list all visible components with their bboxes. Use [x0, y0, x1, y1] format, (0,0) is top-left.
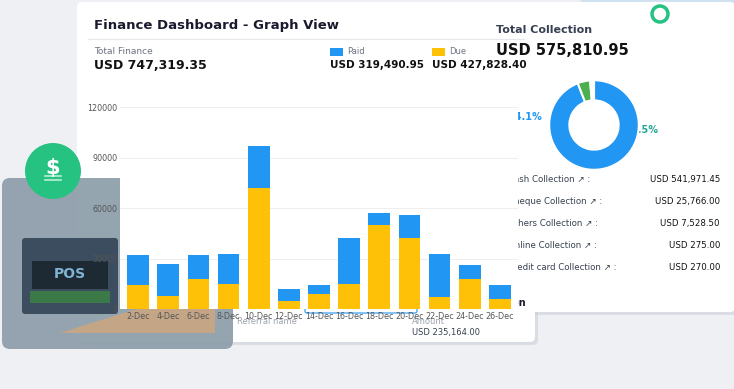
Polygon shape: [580, 0, 734, 99]
FancyBboxPatch shape: [480, 5, 734, 315]
Bar: [432, 48, 445, 56]
Wedge shape: [578, 81, 592, 102]
Bar: [368, 225, 390, 309]
Text: ↱ Referral Management: ↱ Referral Management: [313, 298, 410, 307]
Text: Online Collection ↗ :: Online Collection ↗ :: [508, 240, 597, 249]
FancyBboxPatch shape: [30, 291, 110, 303]
Text: USD 270.00: USD 270.00: [669, 263, 720, 272]
Wedge shape: [592, 80, 594, 100]
Circle shape: [25, 143, 81, 199]
Bar: [127, 255, 149, 309]
Text: Others Collection ↗ :: Others Collection ↗ :: [508, 219, 598, 228]
Text: Credit card Collection ↗ :: Credit card Collection ↗ :: [508, 263, 617, 272]
Text: Referral name: Referral name: [237, 317, 297, 326]
Bar: [278, 301, 299, 309]
Bar: [399, 238, 421, 309]
Text: USD 275.00: USD 275.00: [669, 240, 720, 249]
Text: POS: POS: [54, 267, 86, 281]
FancyBboxPatch shape: [22, 238, 118, 314]
Bar: [157, 264, 179, 309]
Bar: [218, 284, 239, 309]
Text: Total Finance: Total Finance: [94, 47, 153, 56]
Bar: [429, 254, 451, 309]
Bar: [248, 146, 269, 309]
Bar: [157, 296, 179, 309]
Bar: [248, 188, 269, 309]
Text: USD 235,164.00: USD 235,164.00: [412, 328, 480, 336]
Circle shape: [493, 174, 503, 184]
Text: 4.5%: 4.5%: [632, 125, 659, 135]
Bar: [459, 279, 481, 309]
Circle shape: [652, 6, 668, 22]
Bar: [399, 215, 421, 309]
Bar: [278, 289, 299, 309]
Text: Cheque Collection ↗ :: Cheque Collection ↗ :: [508, 196, 603, 205]
Circle shape: [493, 240, 503, 250]
Circle shape: [493, 196, 503, 206]
Text: Total Collection: Total Collection: [496, 25, 592, 35]
Bar: [330, 48, 343, 56]
Bar: [218, 254, 239, 309]
Wedge shape: [593, 80, 594, 100]
Bar: [127, 286, 149, 309]
Text: USD 541,971.45: USD 541,971.45: [650, 175, 720, 184]
Text: USD 7,528.50: USD 7,528.50: [661, 219, 720, 228]
Text: USD 575,810.95: USD 575,810.95: [496, 43, 629, 58]
Wedge shape: [590, 80, 593, 100]
Bar: [338, 238, 360, 309]
Circle shape: [493, 262, 503, 272]
Text: $: $: [46, 158, 60, 178]
Text: USD 747,319.35: USD 747,319.35: [94, 58, 207, 72]
Text: USD 25,766.00: USD 25,766.00: [655, 196, 720, 205]
Text: Paid: Paid: [347, 47, 365, 56]
Polygon shape: [60, 291, 215, 333]
FancyBboxPatch shape: [305, 292, 417, 313]
Text: 94.1%: 94.1%: [508, 112, 542, 122]
FancyBboxPatch shape: [78, 281, 534, 341]
Text: Cash Collection ↗ :: Cash Collection ↗ :: [508, 175, 590, 184]
Text: Finance Dashboard - Graph View: Finance Dashboard - Graph View: [94, 19, 339, 32]
FancyBboxPatch shape: [477, 2, 734, 312]
Text: USD 427,828.40: USD 427,828.40: [432, 60, 526, 70]
Text: Top Organization: Top Organization: [432, 298, 526, 307]
Text: Due: Due: [449, 47, 466, 56]
Bar: [188, 255, 209, 309]
Bar: [338, 284, 360, 309]
FancyBboxPatch shape: [77, 2, 535, 342]
Bar: [188, 279, 209, 309]
FancyBboxPatch shape: [32, 261, 108, 289]
Text: Amount: Amount: [412, 317, 445, 326]
Bar: [429, 297, 451, 309]
Bar: [489, 299, 511, 309]
FancyBboxPatch shape: [80, 5, 538, 345]
Bar: [308, 286, 330, 309]
FancyBboxPatch shape: [2, 178, 233, 349]
Bar: [368, 213, 390, 309]
Circle shape: [493, 218, 503, 228]
Bar: [489, 286, 511, 309]
Text: USD 319,490.95: USD 319,490.95: [330, 60, 424, 70]
Wedge shape: [549, 80, 639, 170]
Bar: [308, 294, 330, 309]
Bar: [459, 265, 481, 309]
